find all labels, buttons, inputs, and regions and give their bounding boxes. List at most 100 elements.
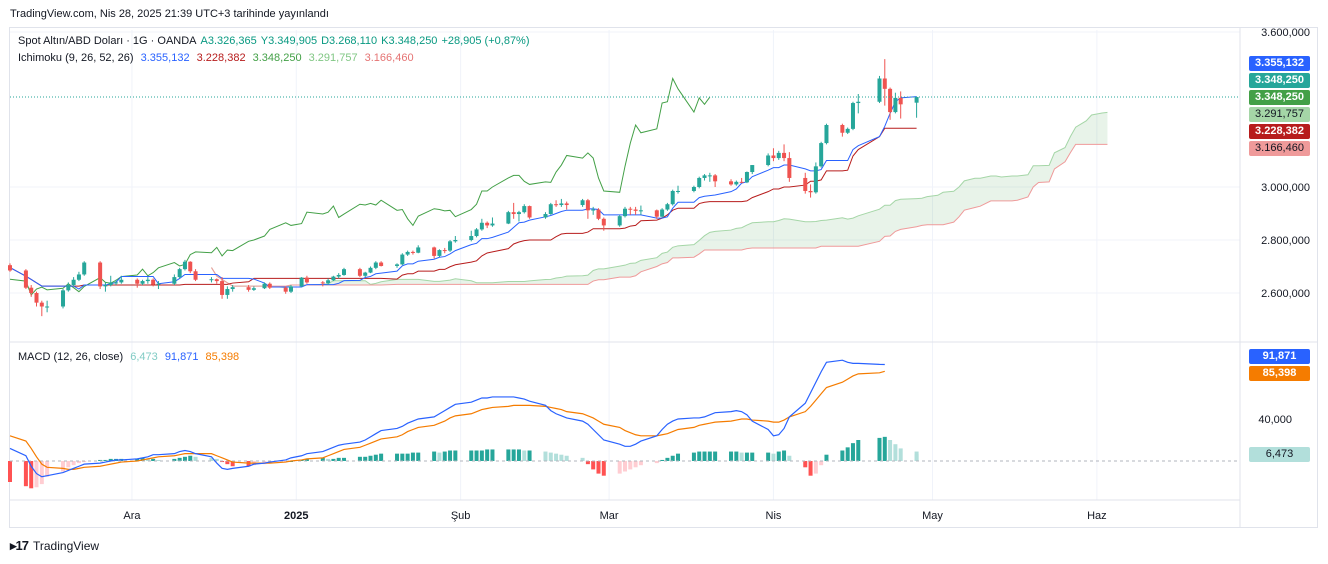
macd-histogram-bar <box>453 450 458 461</box>
candle-body <box>395 264 400 266</box>
candle-body <box>437 250 442 256</box>
candle-body <box>888 88 893 113</box>
macd-histogram-bar <box>877 437 882 461</box>
macd-histogram-bar <box>665 457 670 461</box>
candle-body <box>511 212 516 215</box>
candle-body <box>140 281 145 284</box>
candle-body <box>230 287 235 290</box>
candle-body <box>172 277 177 284</box>
macd-histogram-bar <box>554 453 559 461</box>
macd-histogram-bar <box>601 461 606 476</box>
macd-histogram-bar <box>469 450 474 461</box>
ichimoku-label[interactable]: Ichimoku (9, 26, 52, 26) <box>18 52 134 64</box>
candle-body <box>379 262 384 266</box>
macd-histogram-bar <box>888 440 893 461</box>
macd-histogram-bar <box>71 461 76 466</box>
candle-body <box>151 279 156 285</box>
ichimoku-spanB-value: 3.166,460 <box>364 52 414 64</box>
candle-body <box>29 287 34 293</box>
candle-body <box>342 269 347 275</box>
y-tick-label: 3.000,000 <box>1261 182 1310 194</box>
macd-histogram-bar <box>61 461 66 472</box>
macd-histogram-bar <box>691 452 696 461</box>
candle-body <box>442 250 447 252</box>
ichimoku-chikou-value: 3.348,250 <box>252 52 302 64</box>
x-tick-label: 2025 <box>284 510 308 522</box>
candle-body <box>485 222 490 226</box>
ichimoku-kijun-line <box>9 127 917 287</box>
macd-histogram-bar <box>893 444 898 461</box>
candle-body <box>320 282 325 284</box>
candle-body <box>782 152 787 159</box>
ichimoku-kijun-value: 3.228,382 <box>196 52 246 64</box>
candle-body <box>665 204 670 210</box>
y-tick-label: 3.600,000 <box>1261 27 1310 39</box>
candle-body <box>368 267 373 273</box>
macd-histogram-bar <box>193 456 198 461</box>
candle-body <box>45 306 50 308</box>
symbol-label[interactable]: Spot Altın/ABD Doları · 1G · OANDA <box>18 35 197 47</box>
candle-body <box>220 281 225 295</box>
macd-histogram-bar <box>331 458 336 461</box>
candle-body <box>882 78 887 89</box>
macd-histogram-bar <box>787 455 792 461</box>
tradingview-brand[interactable]: ▸17 TradingView <box>10 538 99 554</box>
candle-body <box>108 282 113 286</box>
price-tag-close: 3.348,250 <box>1249 73 1310 88</box>
candle-body <box>331 276 336 281</box>
candle-body <box>405 251 410 255</box>
macd-histogram-bar <box>516 449 521 461</box>
candle-body <box>66 285 71 291</box>
macd-signal-value: 85,398 <box>205 351 240 363</box>
candle-body <box>766 155 771 166</box>
macd-histogram-bar <box>225 461 230 465</box>
macd-label[interactable]: MACD (12, 26, close) <box>18 351 124 363</box>
candle-body <box>326 280 331 284</box>
candle-body <box>193 271 198 280</box>
x-tick-label: Mar <box>600 510 619 522</box>
macd-histogram-bar <box>543 451 548 461</box>
macd-histogram-bar <box>750 452 755 461</box>
candle-body <box>214 279 219 282</box>
macd-histogram-bar <box>103 459 108 461</box>
macd-tag-signal: 85,398 <box>1249 366 1310 381</box>
ichimoku-tenkan-line <box>9 96 917 290</box>
macd-histogram-bar <box>39 461 44 485</box>
macd-line-value: 91,871 <box>164 351 199 363</box>
candle-body <box>734 181 739 185</box>
macd-histogram-bar <box>379 453 384 461</box>
macd-histogram-bar <box>676 453 681 461</box>
macd-histogram-bar <box>506 449 511 461</box>
candle-body <box>119 279 124 283</box>
candle-body <box>893 97 898 113</box>
candle-body <box>564 203 569 206</box>
candle-body <box>813 166 818 193</box>
macd-histogram-bar <box>479 450 484 461</box>
candle-body <box>744 172 749 183</box>
macd-histogram-bar <box>400 453 405 461</box>
macd-histogram-bar <box>8 461 12 482</box>
candle-body <box>479 222 484 230</box>
candle-body <box>299 277 304 287</box>
candle-body <box>448 241 453 251</box>
ichimoku-legend: Ichimoku (9, 26, 52, 26) 3.355,132 3.228… <box>18 52 418 64</box>
candle-body <box>98 262 103 287</box>
candle-body <box>580 200 585 206</box>
candle-body <box>453 240 458 242</box>
macd-histogram-bar <box>437 452 442 461</box>
ichimoku-span-a-line <box>211 111 1108 289</box>
macd-histogram-bar <box>898 448 903 461</box>
macd-histogram-bar <box>739 452 744 461</box>
macd-histogram-bar <box>654 461 659 464</box>
macd-histogram-bar <box>771 453 776 461</box>
macd-histogram-bar <box>336 457 341 461</box>
candle-body <box>702 175 707 178</box>
macd-histogram-bar <box>490 449 495 461</box>
candle-body <box>76 274 81 280</box>
candle-body <box>283 287 288 292</box>
high-value: Y3.349,905 <box>260 35 318 47</box>
candle-body <box>156 283 161 285</box>
candle-body <box>548 204 553 215</box>
macd-histogram-bar <box>824 454 829 461</box>
